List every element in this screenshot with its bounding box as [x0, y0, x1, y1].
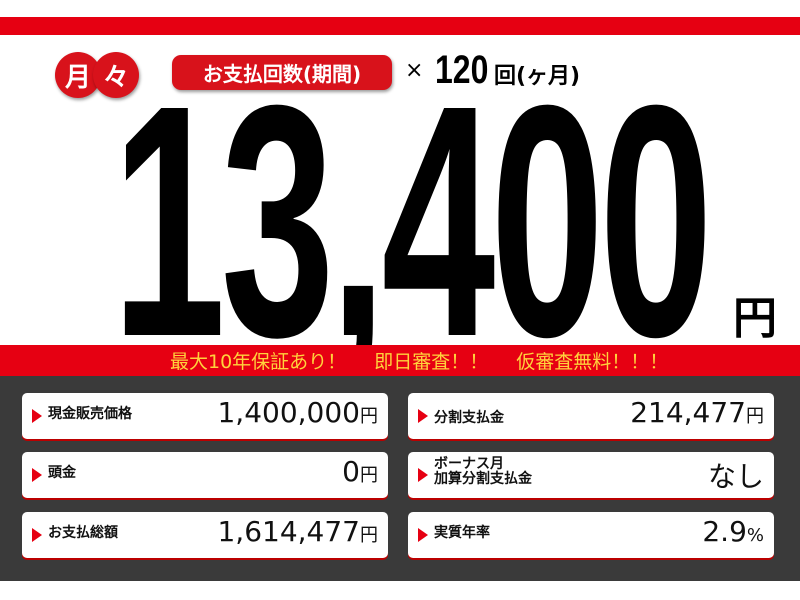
installment-total-value: 214,477円: [630, 396, 764, 429]
promo-same-day: 即日審査！！: [374, 351, 489, 373]
value-text: 214,477: [630, 396, 746, 429]
times-sign: ×: [405, 58, 424, 83]
annual-rate-box: 実質年率 2.9%: [408, 512, 774, 558]
value-text: 1,400,000: [217, 396, 360, 429]
value-unit: 円: [360, 525, 378, 546]
value-unit: 円: [746, 406, 764, 427]
down-payment-label: 頭金: [48, 465, 76, 481]
value-unit: 円: [360, 465, 378, 486]
cash-price-value: 1,400,000円: [217, 396, 378, 429]
monthly-amount-yen: 円: [733, 293, 777, 344]
arrow-right-icon: [418, 409, 428, 423]
payment-count-unit: 回(ヶ月): [494, 64, 581, 89]
cash-price-label: 現金販売価格: [48, 406, 132, 422]
annual-rate-value: 2.9%: [702, 515, 764, 548]
bonus-payment-label: ボーナス月 加算分割支払金: [434, 456, 532, 488]
arrow-right-icon: [32, 528, 42, 542]
installment-total-label: 分割支払金: [434, 410, 504, 426]
bonus-payment-box: ボーナス月 加算分割支払金 なし: [408, 452, 774, 498]
installment-total-box: 分割支払金 214,477円: [408, 393, 774, 439]
payment-count: 120: [435, 48, 489, 92]
down-payment-value: 0円: [342, 455, 378, 488]
monthly-amount: 13,400: [112, 36, 713, 405]
total-payment-label: お支払総額: [48, 525, 118, 541]
annual-rate-label: 実質年率: [434, 525, 490, 541]
value-unit: 円: [360, 406, 378, 427]
value-text: 2.9: [702, 515, 747, 548]
promo-free: 仮審査無料！！！: [516, 351, 669, 373]
arrow-right-icon: [32, 468, 42, 482]
value-text: 0: [342, 455, 360, 488]
promo-warranty: 最大10年保証あり！: [170, 351, 347, 373]
top-red-band: [0, 17, 800, 35]
down-payment-box: 頭金 0円: [22, 452, 388, 498]
arrow-right-icon: [32, 409, 42, 423]
total-payment-value: 1,614,477円: [217, 515, 378, 548]
arrow-right-icon: [418, 528, 428, 542]
bonus-payment-value: なし: [708, 455, 764, 495]
promo-banner: 最大10年保証あり！ 即日審査！！ 仮審査無料！！！: [0, 345, 800, 376]
value-unit: %: [746, 525, 764, 546]
value-text: 1,614,477: [217, 515, 360, 548]
payment-count-label: お支払回数(期間): [172, 55, 392, 90]
arrow-right-icon: [418, 468, 428, 482]
total-payment-box: お支払総額 1,614,477円: [22, 512, 388, 558]
value-text: なし: [707, 460, 764, 493]
monthly-badge-2: 々: [93, 52, 139, 98]
cash-price-box: 現金販売価格 1,400,000円: [22, 393, 388, 439]
